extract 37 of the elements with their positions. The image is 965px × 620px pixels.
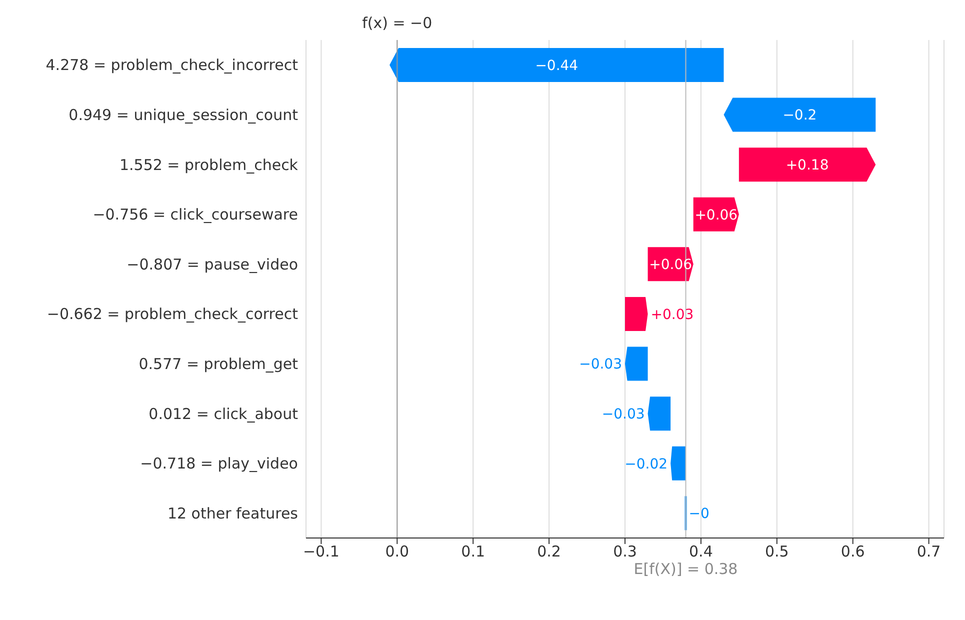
x-tick-label: 0.1 xyxy=(461,542,486,561)
x-tick-label: 0.2 xyxy=(537,542,561,561)
y-tick-label: −0.718 = play_video xyxy=(140,454,298,473)
bar xyxy=(625,296,648,331)
y-tick-label: 4.278 = problem_check_incorrect xyxy=(46,56,298,74)
bar xyxy=(738,148,876,182)
x-tick-label: 0.0 xyxy=(385,542,410,561)
bar xyxy=(390,48,724,82)
data-label: −0.03 xyxy=(602,406,645,422)
ref-line-label: E[f(X)] = 0.38 xyxy=(634,560,738,578)
y-tick-label: 1.552 = problem_check xyxy=(119,156,298,174)
data-label: +0.06 xyxy=(694,207,738,224)
bar xyxy=(670,446,686,480)
y-tick-label: 0.949 = unique_session_count xyxy=(68,106,298,124)
y-tick-label: 0.012 = click_about xyxy=(148,404,298,423)
y-tick-label: −0.807 = pause_video xyxy=(126,255,298,274)
y-tick-label: −0.662 = problem_check_correct xyxy=(46,305,298,324)
x-tick-label: 0.7 xyxy=(916,542,941,561)
x-tick-label: 0.4 xyxy=(689,542,713,561)
data-label: −0.02 xyxy=(624,456,668,472)
data-label: −0.03 xyxy=(579,356,622,373)
ref-line-label: f(x) = −0 xyxy=(362,14,432,32)
data-label: −0.2 xyxy=(782,108,817,124)
y-tick-label: 0.577 = problem_get xyxy=(138,355,298,374)
data-label: +0.03 xyxy=(650,306,694,323)
x-tick-label: −0.1 xyxy=(302,542,340,561)
y-tick-label: −0.756 = click_courseware xyxy=(92,206,298,224)
bar xyxy=(648,396,671,431)
data-label: −0.44 xyxy=(535,58,578,74)
x-tick-label: 0.5 xyxy=(764,542,789,561)
bar xyxy=(625,346,648,381)
y-tick-label: 12 other features xyxy=(167,504,298,522)
x-tick-label: 0.6 xyxy=(840,542,865,561)
bar xyxy=(724,98,876,132)
data-label: +0.18 xyxy=(786,157,829,174)
x-tick-label: 0.3 xyxy=(613,542,637,561)
data-label: −0 xyxy=(688,506,710,522)
